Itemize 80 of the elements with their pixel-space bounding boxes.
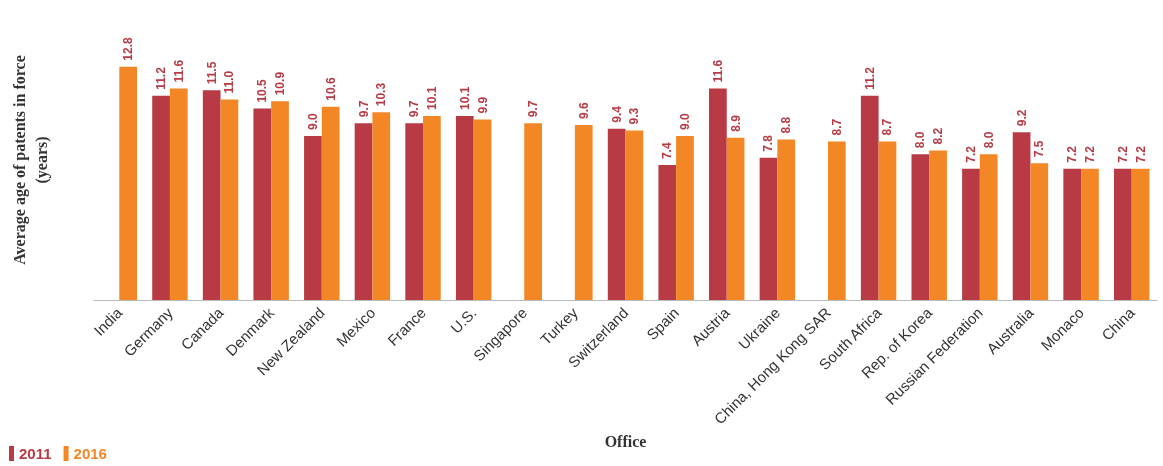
bar [676,135,694,300]
bar [354,123,373,300]
data-label: 10.1 [424,86,439,110]
bar [777,139,796,300]
bar [152,95,170,300]
bar [423,115,441,300]
data-label: 10.3 [374,82,389,107]
bar [405,123,424,300]
data-label: 9.6 [576,101,591,119]
data-label: 11.6 [171,59,186,83]
bar [304,135,322,300]
data-label: 9.9 [475,96,490,114]
data-label: 10.5 [255,78,270,103]
bar [372,112,391,300]
bar [607,128,626,300]
data-label: 9.4 [609,105,624,123]
bar [321,106,340,300]
data-label: 9.3 [627,107,642,125]
bar [202,90,221,300]
data-label: 7.2 [963,145,978,163]
bar [253,108,272,300]
data-label: 11.0 [222,70,237,94]
data-label: 9.7 [407,100,422,118]
data-label: 12.8 [121,36,136,61]
data-label: 7.2 [1065,145,1080,163]
data-label: 9.0 [305,112,320,130]
bar [658,165,677,300]
data-label: 7.2 [1115,145,1130,163]
data-label: 8.0 [981,131,996,149]
data-label: 9.0 [677,112,692,130]
legend-label: 2011 [19,445,52,462]
data-label: 7.8 [761,134,776,152]
bar [1113,168,1132,300]
data-label: 7.4 [660,142,675,160]
bar [979,154,998,300]
bar [911,154,930,300]
legend-label: 2016 [73,445,107,462]
data-label: 7.5 [1032,140,1047,158]
data-label: 10.1 [457,86,472,110]
data-label: 11.5 [204,61,219,85]
data-label: 11.2 [154,66,169,90]
data-label: 8.2 [931,127,946,145]
data-label: 10.6 [323,77,338,101]
bar [860,95,879,300]
bar [962,168,980,300]
bar [1012,132,1031,300]
data-label: 7.2 [1133,145,1148,163]
y-axis-title: Average age of patents in force (years) [10,55,51,265]
data-label: 7.2 [1082,145,1097,163]
bar [1131,168,1150,300]
data-label: 11.2 [862,66,877,90]
bar [524,123,542,300]
data-label: 9.7 [526,100,541,118]
bar [759,157,778,300]
data-label: 8.7 [829,118,844,136]
bar [1063,168,1082,300]
bar [827,141,846,300]
data-label: 8.0 [913,131,928,149]
bar [1030,163,1049,300]
bar [1081,168,1099,300]
data-label: 8.8 [779,116,794,134]
data-label: 10.9 [273,71,288,96]
bar [220,99,239,300]
bar [455,115,474,300]
data-label: 11.6 [710,59,725,83]
data-label: 9.7 [356,100,371,118]
bar [574,125,593,300]
bar [271,101,289,300]
bar [169,88,188,300]
data-label: 8.7 [880,118,895,136]
bar [878,141,897,300]
data-label: 9.2 [1014,109,1029,127]
bar [119,66,138,300]
x-axis-title: Office [604,433,647,451]
data-label: 8.9 [728,114,743,132]
bar [473,119,492,300]
bar [929,150,947,300]
bar [709,88,727,300]
bar [625,130,644,300]
bar [726,137,745,300]
